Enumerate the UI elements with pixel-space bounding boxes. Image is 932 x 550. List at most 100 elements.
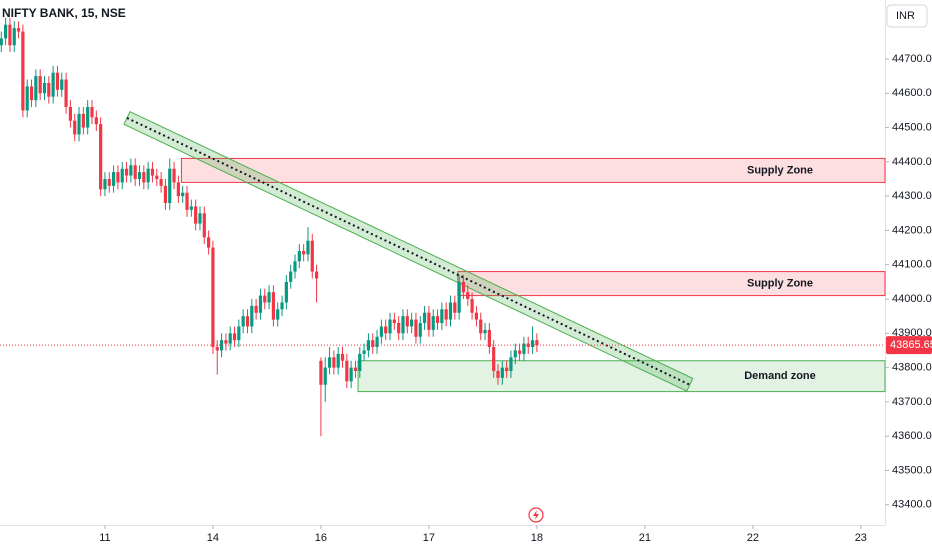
alert-icon[interactable]: [528, 507, 544, 523]
y-tick-label: 44700.00: [892, 53, 932, 65]
candle-body: [215, 347, 219, 351]
currency-label[interactable]: INR: [896, 10, 915, 22]
y-tick-label: 44400.00: [892, 156, 932, 168]
candle-body: [492, 347, 496, 372]
candle-body: [207, 237, 211, 248]
candle-body: [453, 302, 457, 313]
candle-body: [258, 295, 263, 313]
candle-body: [189, 206, 193, 210]
candle-body: [509, 357, 513, 372]
candle-body: [181, 192, 185, 197]
candle-body: [319, 360, 323, 385]
candle-body: [427, 312, 431, 330]
candle-body: [422, 312, 427, 324]
candle-body: [159, 179, 163, 186]
candle-body: [358, 353, 362, 372]
candle-body: [232, 333, 237, 341]
zone: [180, 157, 886, 183]
candle-body: [94, 117, 98, 125]
candle-body: [60, 79, 64, 90]
zone-label: Demand zone: [744, 370, 816, 382]
zone-label: Supply Zone: [747, 164, 813, 176]
x-tick-label: 23: [855, 532, 867, 544]
candle-body: [254, 305, 258, 313]
candle-body: [336, 353, 340, 368]
x-tick-label: 18: [531, 532, 543, 544]
candle-body: [530, 340, 535, 348]
candle-body: [414, 319, 418, 337]
candle-body: [371, 340, 375, 348]
candle-body: [25, 86, 29, 111]
candle-body: [211, 247, 215, 348]
candle-body: [129, 165, 133, 176]
candle-body: [146, 168, 150, 183]
x-tick-label: 14: [207, 532, 219, 544]
y-tick-label: 43700.00: [892, 396, 932, 408]
candle-body: [168, 168, 172, 204]
currency-button[interactable]: [886, 4, 928, 28]
candle-body: [86, 106, 90, 128]
candle-body: [103, 179, 107, 190]
candle-body: [271, 292, 276, 320]
candle-body: [410, 319, 414, 327]
y-tick-label: 44100.00: [892, 259, 932, 271]
candle-body: [405, 316, 409, 327]
y-tick-label: 44200.00: [892, 224, 932, 236]
y-tick-label: 44300.00: [892, 190, 932, 202]
candle-body: [284, 281, 288, 303]
candle-body: [517, 350, 522, 354]
candle-body: [267, 292, 271, 303]
candle-body: [150, 168, 155, 176]
y-tick-label: 43500.00: [892, 464, 932, 476]
candle-body: [111, 172, 116, 186]
candle-body: [418, 323, 422, 337]
zone: [457, 271, 886, 297]
candle-body: [198, 213, 202, 224]
candle-body: [466, 292, 470, 300]
candle-body: [0, 38, 3, 46]
candle-body: [185, 192, 189, 210]
candle-body: [483, 329, 487, 334]
candle-body: [280, 302, 284, 310]
candle-body: [116, 172, 120, 183]
candle-body: [219, 340, 224, 351]
candle-body: [172, 168, 176, 183]
candle-body: [375, 336, 379, 348]
candle-body: [496, 371, 500, 378]
x-tick-label: 16: [315, 532, 327, 544]
candle-body: [487, 329, 491, 348]
candle-body: [332, 357, 336, 368]
candle-body: [55, 72, 60, 90]
candle-body: [163, 185, 168, 204]
candle-body: [479, 319, 483, 334]
candle-body: [535, 340, 539, 346]
candle-body: [250, 305, 254, 327]
candle-body: [263, 295, 267, 303]
candle-body: [314, 271, 319, 279]
x-tick-label: 21: [639, 532, 651, 544]
candle-body: [12, 28, 16, 46]
candle-body: [137, 172, 142, 180]
candle-body: [99, 124, 103, 190]
candle-body: [194, 206, 198, 224]
candle-body: [401, 316, 405, 334]
candle-body: [245, 316, 250, 327]
candle-body: [90, 106, 94, 118]
candle-body: [474, 312, 479, 320]
candle-body: [29, 86, 34, 101]
plot-area: Supply Zone Supply Zone Demand zone: [0, 17, 886, 437]
candle-body: [276, 309, 280, 320]
candle-body: [310, 240, 314, 272]
candle-body: [353, 367, 358, 372]
candle-body: [68, 106, 73, 121]
candle-body: [21, 31, 25, 111]
candle-body: [202, 213, 206, 238]
candle-body: [77, 113, 81, 135]
candle-body: [435, 316, 440, 324]
candle-body: [461, 281, 466, 293]
candle-body: [500, 367, 504, 378]
candle-body: [42, 82, 47, 94]
candle-body: [241, 316, 245, 327]
candle-body: [513, 350, 517, 358]
